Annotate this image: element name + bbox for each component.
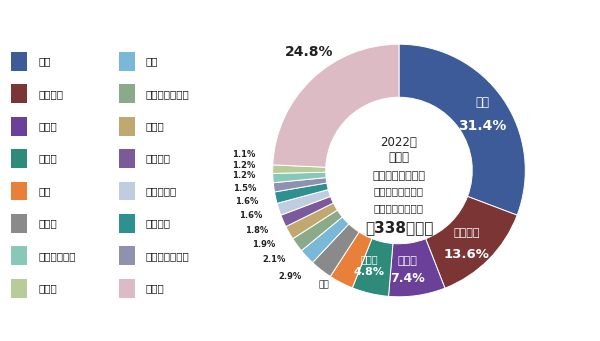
FancyBboxPatch shape: [119, 247, 134, 265]
FancyBboxPatch shape: [11, 117, 28, 136]
Text: 1.8%: 1.8%: [245, 226, 268, 235]
Text: 1.6%: 1.6%: [235, 197, 259, 206]
FancyBboxPatch shape: [11, 279, 28, 297]
Wedge shape: [352, 239, 393, 296]
Text: 1.9%: 1.9%: [253, 240, 276, 250]
Wedge shape: [273, 172, 326, 183]
Text: オーストラリア: オーストラリア: [146, 251, 190, 261]
Text: カナダ: カナダ: [146, 121, 164, 131]
Wedge shape: [293, 210, 343, 251]
Text: 世界の: 世界の: [389, 151, 409, 164]
Text: 日本: 日本: [319, 280, 329, 289]
Wedge shape: [273, 178, 327, 192]
FancyBboxPatch shape: [119, 117, 134, 136]
FancyBboxPatch shape: [11, 247, 28, 265]
Text: 南アフリカ: 南アフリカ: [146, 186, 177, 196]
Text: 中国: 中国: [39, 56, 51, 66]
Text: アメリカ: アメリカ: [39, 89, 64, 99]
Text: ブラジル: ブラジル: [146, 153, 171, 164]
Text: 日本: 日本: [39, 186, 51, 196]
Wedge shape: [281, 196, 334, 226]
Text: 1.2%: 1.2%: [232, 161, 255, 169]
Text: 24.8%: 24.8%: [285, 45, 334, 59]
Text: アメリカ: アメリカ: [453, 228, 479, 238]
Text: 13.6%: 13.6%: [443, 248, 490, 261]
Text: 世界の排出量合計: 世界の排出量合計: [374, 203, 424, 213]
Wedge shape: [389, 239, 445, 297]
FancyBboxPatch shape: [119, 279, 134, 297]
FancyBboxPatch shape: [11, 214, 28, 233]
Text: イラン: イラン: [39, 218, 58, 228]
Wedge shape: [273, 165, 326, 174]
Wedge shape: [286, 203, 337, 239]
Text: ドイツ: ドイツ: [39, 283, 58, 293]
Text: （国別排出割合）: （国別排出割合）: [374, 186, 424, 196]
Text: 7.4%: 7.4%: [390, 272, 425, 285]
Wedge shape: [273, 44, 399, 167]
FancyBboxPatch shape: [119, 52, 134, 71]
Text: インド: インド: [39, 121, 58, 131]
Wedge shape: [313, 224, 359, 277]
Wedge shape: [330, 232, 372, 288]
Wedge shape: [275, 183, 328, 203]
Text: 2.9%: 2.9%: [278, 272, 301, 281]
Text: ロシア: ロシア: [39, 153, 58, 164]
Text: 中国: 中国: [475, 96, 489, 109]
Wedge shape: [425, 196, 517, 288]
Text: インド: インド: [397, 256, 417, 266]
Text: その他: その他: [146, 283, 164, 293]
Text: 二酸化炭素排出量: 二酸化炭素排出量: [373, 170, 425, 180]
FancyBboxPatch shape: [11, 182, 28, 201]
Text: 1.5%: 1.5%: [233, 183, 256, 193]
Text: 1.2%: 1.2%: [232, 172, 255, 180]
FancyBboxPatch shape: [119, 84, 134, 103]
Text: 4.8%: 4.8%: [354, 267, 385, 277]
Text: 2022年: 2022年: [380, 136, 418, 149]
FancyBboxPatch shape: [119, 149, 134, 168]
Text: メキシコ: メキシコ: [146, 218, 171, 228]
Text: 2.1%: 2.1%: [263, 255, 286, 264]
Text: 31.4%: 31.4%: [458, 119, 506, 133]
FancyBboxPatch shape: [119, 214, 134, 233]
Text: インドネシア: インドネシア: [39, 251, 76, 261]
Wedge shape: [277, 190, 331, 215]
Text: 韓国: 韓国: [146, 56, 158, 66]
Text: ロシア: ロシア: [361, 254, 378, 265]
Text: 約338億トン: 約338億トン: [365, 220, 433, 235]
Wedge shape: [301, 217, 349, 263]
Text: サウジアラビア: サウジアラビア: [146, 89, 190, 99]
Text: 1.1%: 1.1%: [233, 150, 256, 159]
FancyBboxPatch shape: [11, 149, 28, 168]
FancyBboxPatch shape: [119, 182, 134, 201]
FancyBboxPatch shape: [11, 84, 28, 103]
Wedge shape: [399, 44, 525, 215]
Text: 1.6%: 1.6%: [239, 211, 262, 220]
FancyBboxPatch shape: [11, 52, 28, 71]
